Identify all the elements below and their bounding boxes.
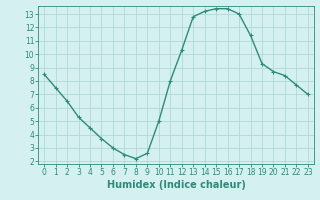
X-axis label: Humidex (Indice chaleur): Humidex (Indice chaleur) (107, 180, 245, 190)
